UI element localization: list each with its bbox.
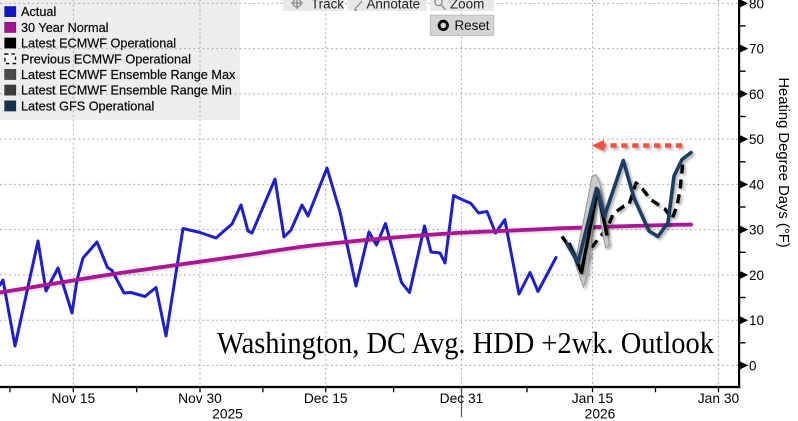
svg-text:2025: 2025: [212, 407, 243, 421]
svg-text:Actual: Actual: [21, 5, 56, 19]
svg-text:Annotate: Annotate: [367, 0, 421, 12]
svg-text:Zoom: Zoom: [450, 0, 484, 12]
svg-text:2026: 2026: [585, 407, 616, 421]
svg-text:Nov 15: Nov 15: [51, 391, 95, 406]
svg-text:Reset: Reset: [455, 18, 490, 33]
svg-text:Heating Degree Days (°F): Heating Degree Days (°F): [775, 77, 791, 247]
svg-text:Latest ECMWF Ensemble Range Ma: Latest ECMWF Ensemble Range Max: [21, 68, 236, 82]
svg-text:80: 80: [749, 0, 764, 11]
svg-text:Dec 31: Dec 31: [440, 391, 484, 406]
svg-text:Dec 15: Dec 15: [304, 391, 348, 406]
svg-text:50: 50: [749, 132, 764, 147]
svg-text:10: 10: [749, 313, 764, 328]
svg-text:Washington, DC Avg. HDD +2wk.: Washington, DC Avg. HDD +2wk. Outlook: [217, 326, 715, 360]
svg-text:Track: Track: [311, 0, 344, 12]
svg-text:60: 60: [749, 87, 764, 102]
svg-text:Latest ECMWF Operational: Latest ECMWF Operational: [21, 37, 176, 51]
svg-text:Previous ECMWF Operational: Previous ECMWF Operational: [21, 52, 191, 66]
svg-text:0: 0: [749, 358, 757, 373]
svg-text:Jan 15: Jan 15: [572, 391, 614, 406]
svg-text:70: 70: [749, 42, 764, 57]
svg-text:Latest GFS Operational: Latest GFS Operational: [21, 99, 154, 113]
svg-text:40: 40: [749, 177, 764, 192]
svg-text:Nov 30: Nov 30: [178, 391, 222, 406]
svg-text:20: 20: [749, 268, 764, 283]
svg-text:Latest ECMWF Ensemble Range Mi: Latest ECMWF Ensemble Range Min: [21, 84, 232, 98]
svg-text:30: 30: [749, 223, 764, 238]
svg-text:Jan 30: Jan 30: [698, 391, 740, 406]
svg-text:30 Year Normal: 30 Year Normal: [21, 21, 108, 35]
